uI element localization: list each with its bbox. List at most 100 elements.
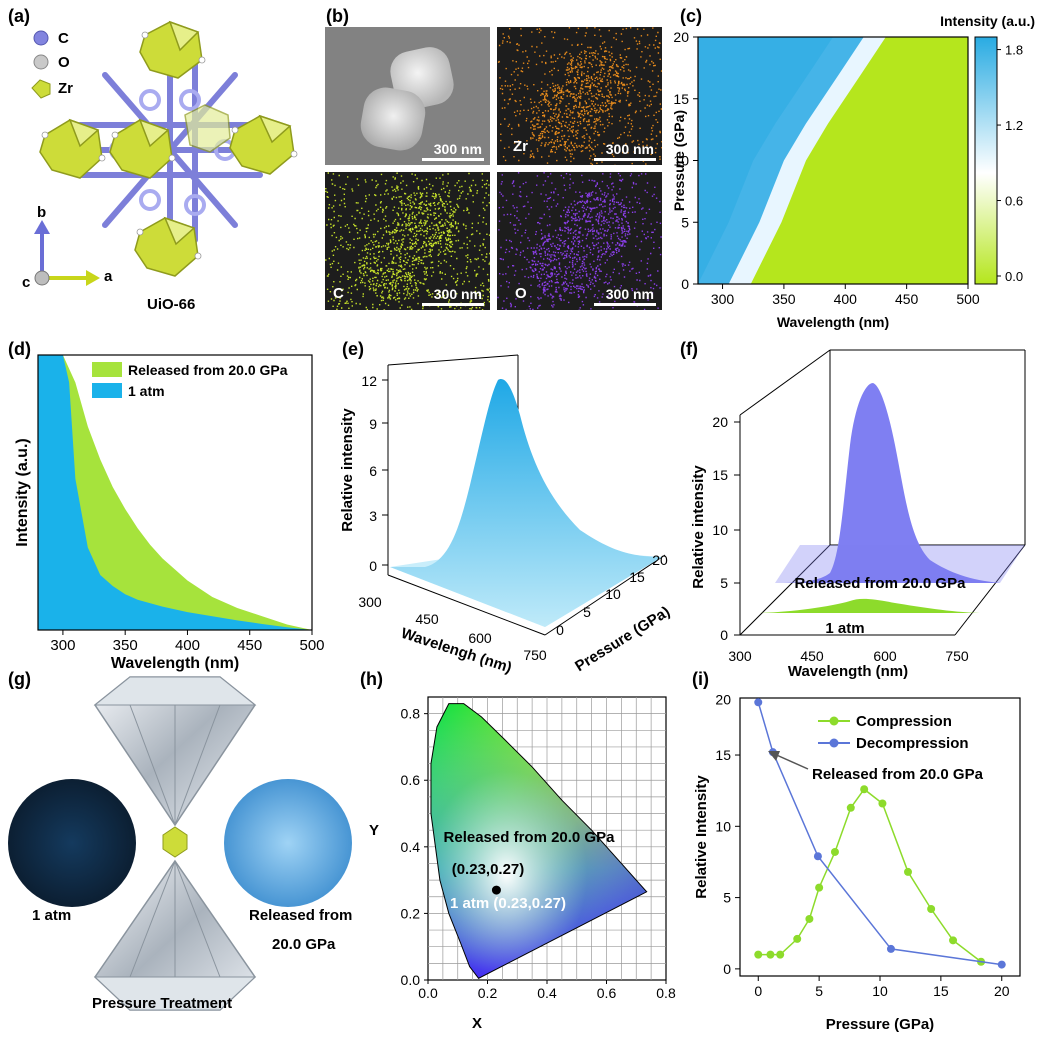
f-ylabel: Relative intensity bbox=[690, 465, 707, 589]
d-xtick-label-3: 450 bbox=[237, 637, 262, 654]
panel-c-label: (c) bbox=[680, 6, 702, 26]
structure-caption: UiO-66 bbox=[147, 296, 196, 313]
f-box-left-depth bbox=[739, 544, 831, 636]
legend-o-label: O bbox=[58, 54, 70, 71]
panel-e-label: (e) bbox=[342, 339, 364, 359]
scale-bar-c bbox=[422, 303, 484, 306]
f-xtick-label-1: 450 bbox=[800, 648, 824, 664]
panel-e: (e) 0 3 6 9 12 300 450 600 750 0 5 10 15 20 Relative i… bbox=[330, 335, 690, 677]
intensity-pressure-chart: 0 5 10 15 20 0 5 10 15 20 Pressure (GPa) Relative I… bbox=[693, 691, 1021, 1033]
heatmap-high-core bbox=[698, 37, 833, 284]
i-legend-marker-0 bbox=[829, 716, 839, 726]
e-xaxis bbox=[387, 574, 546, 636]
i-point-0-6 bbox=[830, 847, 839, 856]
h-xlabel: X bbox=[472, 1015, 482, 1032]
i-annot-arrowhead bbox=[768, 751, 780, 761]
i-ytick-label-2: 10 bbox=[715, 818, 731, 834]
panel-i: (i) 0 5 10 15 20 0 5 10 15 20 Pressure (GPa) Relati… bbox=[690, 665, 1039, 1039]
i-point-1-3 bbox=[886, 944, 895, 953]
sample-1atm-photo bbox=[8, 779, 136, 907]
d-xlabel: Wavelength (nm) bbox=[111, 655, 239, 672]
legend-zr-label: Zr bbox=[58, 80, 73, 97]
legend-c-label: C bbox=[58, 30, 69, 47]
i-ylabel: Relative Intensity bbox=[693, 775, 710, 899]
i-annotation: Released from 20.0 GPa bbox=[812, 766, 984, 783]
h-annot-coord: (0.23,0.27) bbox=[452, 861, 525, 878]
panel-b: (b) 300 nm Zr 300 nm C 300 nm O 300 nm bbox=[320, 0, 670, 320]
panel-f-label: (f) bbox=[680, 339, 698, 359]
e-ytick-label-0: 0 bbox=[369, 558, 377, 574]
panel-a-label: (a) bbox=[8, 6, 30, 26]
panel-a: (a) bbox=[0, 0, 320, 320]
scale-bar-sem bbox=[422, 158, 484, 161]
diamond-anvil-illustration bbox=[8, 676, 352, 1011]
i-point-0-9 bbox=[878, 799, 887, 808]
panel-h-label: (h) bbox=[360, 669, 383, 689]
axis-a-label: a bbox=[104, 268, 113, 285]
e-ytick-label-2: 6 bbox=[369, 463, 377, 479]
panel-g-label: (g) bbox=[8, 669, 31, 689]
f-box-topleft bbox=[739, 349, 831, 416]
e-ytick-label-4: 12 bbox=[361, 373, 377, 389]
axis-b-label: b bbox=[37, 204, 47, 221]
h-ytick-label-4: 0.8 bbox=[401, 706, 421, 722]
f-1atm-label: 1 atm bbox=[825, 620, 864, 637]
d-xtick-label-4: 500 bbox=[299, 637, 324, 654]
axis-c-dot bbox=[34, 270, 50, 286]
e-ztick-label-3: 15 bbox=[629, 569, 645, 585]
area-chart: 300 350 400 450 500 Wavelength (nm) Intensity … bbox=[14, 354, 325, 672]
cie-white-overlay bbox=[430, 703, 648, 979]
i-ytick-label-top: 20 bbox=[715, 691, 731, 707]
d-xtick-label-0: 300 bbox=[50, 637, 75, 654]
c-xtick-label-1: 350 bbox=[772, 291, 796, 307]
e-xtick-label-0: 300 bbox=[358, 594, 382, 610]
uio66-structure bbox=[31, 20, 298, 286]
e-xtick-label-1: 450 bbox=[415, 611, 439, 627]
h-xtick-label-4: 0.8 bbox=[656, 985, 676, 1001]
i-xlabel: Pressure (GPa) bbox=[826, 1016, 934, 1033]
cb-tick-label-3: 1.8 bbox=[1005, 43, 1023, 58]
e-box-top bbox=[387, 354, 519, 366]
i-point-0-0 bbox=[754, 950, 763, 959]
panel-i-label: (i) bbox=[692, 669, 709, 689]
zr-map-label: Zr bbox=[513, 138, 528, 155]
panel-f: (f) 0 5 10 15 20 300 450 600 750 Wavelength (nm) R… bbox=[680, 335, 1039, 680]
scale-label-zr: 300 nm bbox=[605, 141, 654, 157]
panel-b-label: (b) bbox=[326, 6, 349, 26]
cie-chart: Released from 20.0 GPa (0.23,0.27) 1 atm (… bbox=[369, 696, 676, 1032]
i-point-0-8 bbox=[860, 785, 869, 794]
map-zr-dots bbox=[497, 27, 662, 165]
e-ztick-label-0: 0 bbox=[556, 622, 564, 638]
c-ytick-label-4: 20 bbox=[673, 29, 689, 45]
f-xtick-label-0: 300 bbox=[728, 648, 752, 664]
c-xtick-label-0: 300 bbox=[711, 291, 735, 307]
f-released-base bbox=[775, 545, 1025, 583]
c-xtick-label-3: 450 bbox=[895, 291, 919, 307]
d-ylabel: Intensity (a.u.) bbox=[14, 438, 31, 546]
panel-g: (g) 1 atm Released from 20.0 GPa Pressur… bbox=[0, 665, 380, 1039]
zr-map: Zr 300 nm bbox=[497, 27, 662, 165]
h-ytick-label-1: 0.2 bbox=[401, 905, 421, 921]
i-ytick-label-3: 15 bbox=[715, 747, 731, 763]
surface-chart: 0 3 6 9 12 300 450 600 750 0 5 10 15 20 Relative inten… bbox=[339, 354, 673, 677]
f-ytick-label-3: 15 bbox=[712, 467, 728, 483]
c-xlabel: Wavelength (nm) bbox=[777, 314, 889, 330]
pressure-treatment-caption: Pressure Treatment bbox=[92, 995, 233, 1012]
h-annot-1atm: 1 atm (0.23,0.27) bbox=[450, 895, 566, 912]
e-ztick-label-4: 20 bbox=[652, 552, 668, 568]
i-xtick-label-4: 20 bbox=[994, 983, 1010, 999]
colorbar-title: Intensity (a.u.) bbox=[940, 13, 1035, 29]
d-legend-swatch-0 bbox=[92, 362, 122, 377]
axis-c-label: c bbox=[22, 274, 31, 291]
d-legend-swatch-1 bbox=[92, 383, 122, 398]
f-released-label: Released from 20.0 GPa bbox=[795, 575, 967, 592]
e-ztick-label-1: 5 bbox=[583, 604, 591, 620]
d-legend-label-1: 1 atm bbox=[128, 383, 165, 399]
map-c-dots bbox=[325, 172, 490, 310]
c-map-label: C bbox=[333, 285, 344, 302]
sample-released-label-1: Released from bbox=[249, 907, 353, 924]
f-ytick-label-0: 0 bbox=[720, 627, 728, 643]
scale-bar-zr bbox=[594, 158, 656, 161]
f-xtick-label-2: 600 bbox=[873, 648, 897, 664]
c-map: C 300 nm bbox=[325, 172, 490, 310]
